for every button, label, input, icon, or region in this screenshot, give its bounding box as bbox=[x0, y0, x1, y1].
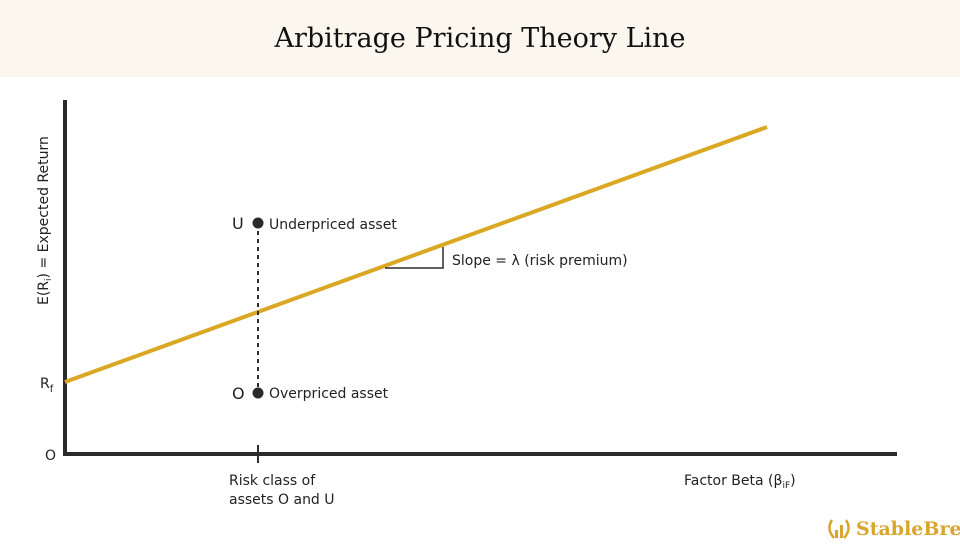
x-axis-label: Factor Beta (βiF) bbox=[684, 473, 796, 491]
point-u bbox=[252, 217, 264, 229]
point-o-label: Overpriced asset bbox=[269, 386, 389, 402]
point-o bbox=[252, 387, 264, 399]
apt-line bbox=[64, 125, 768, 384]
stablebread-logo: StableBread bbox=[826, 517, 960, 541]
slope-triangle bbox=[385, 247, 444, 269]
logo-text: StableBread bbox=[856, 518, 960, 540]
wheat-logo-icon bbox=[828, 519, 850, 539]
slope-label: Slope = λ (risk premium) bbox=[452, 253, 628, 269]
y-axis-label: E(Ri) = Expected Return bbox=[36, 136, 54, 305]
point-u-label: Underpriced asset bbox=[269, 217, 397, 233]
risk-class-label-1: Risk class of bbox=[229, 473, 316, 489]
origin-label: O bbox=[45, 448, 56, 464]
rf-label: Rf bbox=[40, 376, 54, 395]
page-title: Arbitrage Pricing Theory Line bbox=[274, 23, 686, 54]
point-u-letter: U bbox=[232, 214, 244, 233]
header: Arbitrage Pricing Theory Line bbox=[0, 0, 960, 77]
point-o-letter: O bbox=[232, 384, 245, 403]
risk-class-label-2: assets O and U bbox=[229, 492, 335, 508]
